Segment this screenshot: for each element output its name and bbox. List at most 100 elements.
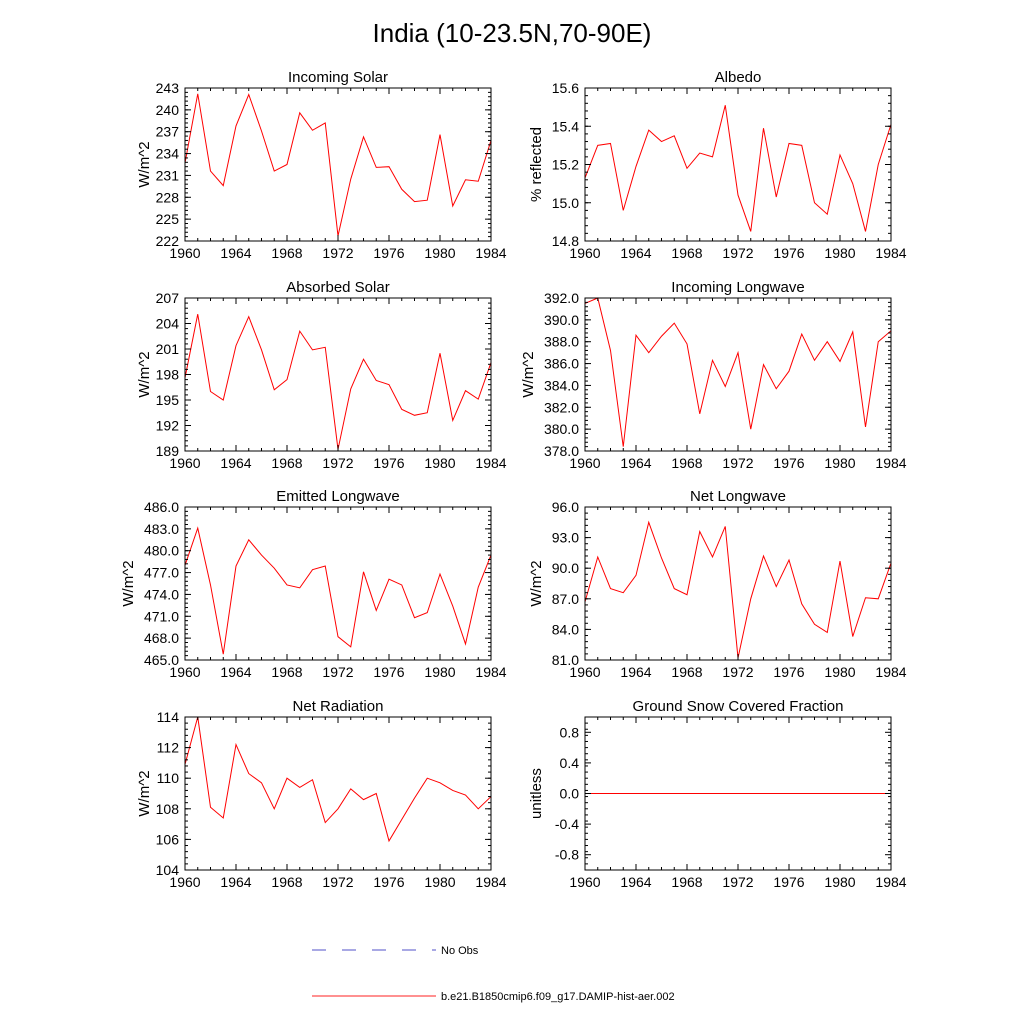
y-tick-label: -0.8 [555, 847, 579, 863]
x-tick-label: 1960 [169, 874, 200, 890]
y-tick-label: 108 [156, 801, 180, 817]
x-tick-label: 1964 [220, 245, 251, 261]
plot-frame [184, 716, 492, 871]
chart-panel-0: Incoming Solar 1960 1964 1968 1972 1976 1980 19… [136, 69, 507, 261]
x-tick-label: 1960 [569, 874, 600, 890]
y-tick-label: 483.0 [144, 521, 179, 537]
y-tick-label: 0.8 [560, 724, 580, 740]
y-tick-label: 198 [156, 367, 180, 383]
x-tick-label: 1964 [620, 245, 651, 261]
x-tick-label: 1960 [569, 664, 600, 680]
y-tick-label: 14.8 [552, 233, 579, 249]
x-tick-label: 1980 [824, 874, 855, 890]
y-tick-label: 204 [156, 316, 180, 332]
y-tick-label: 15.2 [552, 157, 579, 173]
panel-title: Net Longwave [690, 488, 786, 505]
y-tick-label: 0.4 [560, 755, 580, 771]
chart-panel-1: Albedo 1960 1964 1968 1972 1976 1980 1984 14.8 15… [528, 69, 907, 261]
x-tick-label: 1980 [424, 874, 455, 890]
x-tick-label: 1984 [475, 874, 506, 890]
y-tick-label: 486.0 [144, 499, 179, 515]
y-tick-label: 392.0 [544, 290, 579, 306]
chart-panel-3: Incoming Longwave 1960 1964 1968 1972 1976 198… [520, 279, 907, 471]
panel-title: Absorbed Solar [286, 279, 389, 296]
legend-label-no-obs: No Obs [441, 945, 479, 957]
y-axis-label: W/m^2 [136, 141, 153, 187]
panel-title: Incoming Longwave [671, 279, 804, 296]
y-axis-label: W/m^2 [120, 560, 137, 606]
y-tick-label: 468.0 [144, 630, 179, 646]
x-tick-label: 1968 [671, 664, 702, 680]
x-tick-label: 1972 [722, 245, 753, 261]
x-tick-label: 1984 [475, 664, 506, 680]
x-tick-label: 1964 [220, 874, 251, 890]
x-tick-label: 1976 [373, 245, 404, 261]
y-tick-label: 240 [156, 102, 180, 118]
x-tick-label: 1984 [875, 245, 906, 261]
x-tick-label: 1964 [620, 664, 651, 680]
x-tick-label: 1972 [322, 245, 353, 261]
x-tick-label: 1984 [875, 664, 906, 680]
y-tick-label: 222 [156, 233, 180, 249]
legend: No Obs b.e21.B1850cmip6.f09_g17.DAMIP-hi… [312, 945, 675, 1003]
x-tick-label: 1976 [373, 664, 404, 680]
y-tick-label: 231 [156, 167, 180, 183]
x-tick-label: 1960 [169, 455, 200, 471]
y-tick-label: 87.0 [552, 591, 579, 607]
x-tick-label: 1980 [824, 455, 855, 471]
y-tick-label: 15.4 [552, 118, 579, 134]
y-tick-label: 228 [156, 189, 180, 205]
panel-title: Emitted Longwave [276, 488, 399, 505]
y-tick-label: -0.4 [555, 816, 579, 832]
series-line [584, 520, 892, 659]
y-tick-label: 90.0 [552, 560, 579, 576]
x-tick-label: 1968 [671, 874, 702, 890]
x-tick-label: 1984 [875, 874, 906, 890]
chart-panel-4: Emitted Longwave 1960 1964 1968 1972 1976 1980… [120, 488, 507, 680]
panel-title: Ground Snow Covered Fraction [633, 698, 844, 715]
y-tick-label: 195 [156, 392, 180, 408]
y-tick-label: 81.0 [552, 652, 579, 668]
plot-frame [584, 506, 892, 661]
x-tick-label: 1968 [671, 455, 702, 471]
panel-title: Albedo [715, 69, 762, 86]
x-tick-label: 1980 [424, 245, 455, 261]
y-tick-label: 243 [156, 80, 180, 96]
series-line [184, 526, 492, 655]
x-tick-label: 1980 [824, 664, 855, 680]
y-tick-label: 207 [156, 290, 180, 306]
series-line [184, 93, 492, 237]
y-axis-label: W/m^2 [520, 351, 537, 397]
x-tick-label: 1968 [271, 664, 302, 680]
y-tick-label: 104 [156, 862, 180, 878]
y-tick-label: 192 [156, 418, 180, 434]
y-axis-label: W/m^2 [528, 560, 545, 606]
y-tick-label: 114 [157, 709, 180, 725]
y-tick-label: 390.0 [544, 312, 579, 328]
x-tick-label: 1964 [220, 455, 251, 471]
x-tick-label: 1976 [773, 455, 804, 471]
y-tick-label: 234 [156, 146, 180, 162]
x-tick-label: 1968 [271, 874, 302, 890]
y-tick-label: 201 [156, 341, 180, 357]
x-tick-label: 1984 [475, 245, 506, 261]
chart-panel-2: Absorbed Solar 1960 1964 1968 1972 1976 1980 19… [136, 279, 507, 471]
x-tick-label: 1960 [569, 245, 600, 261]
x-tick-label: 1972 [322, 455, 353, 471]
x-tick-label: 1980 [424, 455, 455, 471]
x-tick-label: 1976 [773, 664, 804, 680]
y-tick-label: 480.0 [144, 543, 179, 559]
plot-frame [584, 87, 892, 242]
chart-panel-6: Net Radiation 1960 1964 1968 1972 1976 1980 198… [136, 698, 507, 890]
x-tick-label: 1968 [271, 245, 302, 261]
y-tick-label: 15.6 [552, 80, 579, 96]
x-tick-label: 1964 [220, 664, 251, 680]
series-line [584, 297, 892, 447]
y-tick-label: 237 [156, 124, 180, 140]
x-tick-label: 1964 [620, 455, 651, 471]
series-line [584, 105, 892, 232]
x-tick-label: 1972 [722, 455, 753, 471]
y-tick-label: 96.0 [552, 499, 579, 515]
y-tick-label: 106 [156, 831, 180, 847]
